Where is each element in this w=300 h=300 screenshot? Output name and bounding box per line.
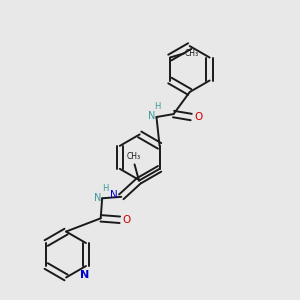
Text: CH₃: CH₃ — [185, 49, 199, 58]
Text: N: N — [94, 193, 101, 203]
Text: O: O — [123, 215, 131, 225]
Text: H: H — [102, 184, 108, 193]
Text: N: N — [80, 269, 89, 280]
Text: N: N — [148, 111, 155, 122]
Text: N: N — [110, 190, 118, 200]
Text: O: O — [194, 112, 202, 122]
Text: CH₃: CH₃ — [127, 152, 141, 161]
Text: H: H — [154, 102, 161, 111]
